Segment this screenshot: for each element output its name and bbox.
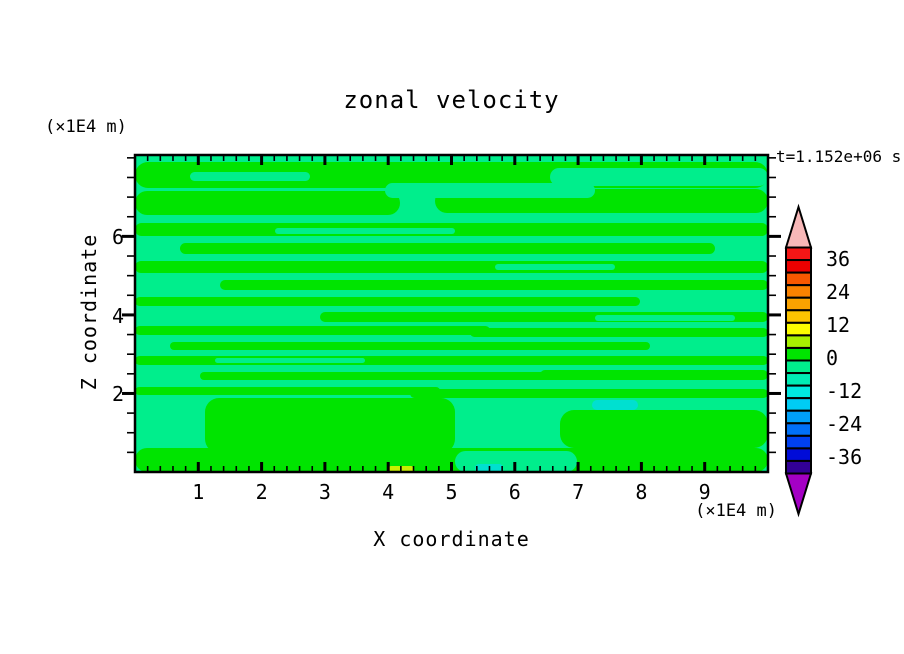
x-tick-label: 4 [382, 480, 395, 504]
colorbar-segment [785, 346, 812, 362]
plot-title: zonal velocity [343, 86, 560, 114]
negative-velocity-lens [595, 315, 735, 321]
positive-velocity-band [135, 387, 440, 395]
contour-spot [592, 400, 638, 410]
colorbar-segment [785, 372, 812, 387]
colorbar-segment [785, 259, 812, 274]
x-tick-label: 7 [572, 480, 585, 504]
positive-velocity-band [540, 370, 768, 380]
colorbar-segment [785, 384, 812, 400]
positive-velocity-band [410, 389, 768, 398]
positive-velocity-band [560, 410, 768, 448]
negative-velocity-lens [385, 183, 595, 198]
negative-velocity-lens [550, 168, 768, 186]
x-tick-label: 8 [635, 480, 648, 504]
positive-velocity-band [470, 328, 768, 337]
contour-field [135, 162, 768, 472]
colorbar-segment [785, 447, 812, 462]
positive-velocity-band [205, 398, 455, 453]
colorbar-segment [785, 284, 812, 299]
colorbar-under-arrow [784, 472, 813, 518]
time-label: t=1.152e+06 s [776, 147, 902, 166]
negative-velocity-lens [495, 264, 615, 270]
colorbar-segment [785, 422, 812, 437]
colorbar-segment [785, 359, 812, 375]
colorbar-segment [785, 434, 812, 450]
colorbar-tick-label: 36 [826, 247, 851, 271]
colorbar-over-arrow [784, 203, 813, 249]
negative-velocity-lens [215, 358, 365, 363]
y-tick-label: 2 [111, 382, 124, 407]
y-tick-label: 4 [111, 303, 124, 328]
positive-velocity-band [135, 326, 490, 335]
positive-velocity-band [170, 342, 650, 350]
positive-velocity-band [135, 191, 400, 215]
x-tick-label: 6 [508, 480, 521, 504]
colorbar-segment [785, 296, 812, 312]
x-tick-label: 9 [698, 480, 711, 504]
x-tick-label: 2 [255, 480, 268, 504]
colorbar-tick-label: -36 [826, 445, 863, 469]
colorbar-tick-label: -24 [826, 412, 863, 436]
x-tick-label: 1 [192, 480, 205, 504]
x-axis-title: X coordinate [373, 527, 530, 551]
positive-velocity-band [135, 261, 768, 273]
x-axis-unit-label: (×1E4 m) [695, 501, 777, 521]
colorbar-tick-label: 12 [826, 313, 851, 337]
colorbar-segment [785, 459, 812, 475]
colorbar-tick-label: 0 [826, 346, 839, 370]
negative-velocity-lens [190, 172, 310, 181]
colorbar-segment [785, 246, 812, 262]
positive-velocity-band [200, 372, 620, 380]
positive-velocity-band [135, 297, 640, 306]
colorbar-segment [785, 397, 812, 412]
colorbar-tick-label: -12 [826, 379, 863, 403]
x-tick-label: 5 [445, 480, 458, 504]
positive-velocity-band [135, 448, 768, 472]
positive-velocity-band [180, 243, 715, 254]
x-tick-label: 3 [318, 480, 331, 504]
colorbar-tick-label: 24 [826, 280, 851, 304]
colorbar-segment [785, 309, 812, 324]
y-tick-label: 6 [111, 225, 124, 250]
colorbar-segment [785, 271, 812, 287]
colorbar-segment [785, 321, 812, 337]
colorbar-segment [785, 334, 812, 349]
negative-velocity-lens [275, 228, 455, 234]
y-axis-unit-label: (×1E4 m) [45, 117, 127, 137]
colorbar-segment [785, 409, 812, 425]
plot-border [133, 153, 770, 474]
positive-velocity-band [220, 280, 768, 290]
